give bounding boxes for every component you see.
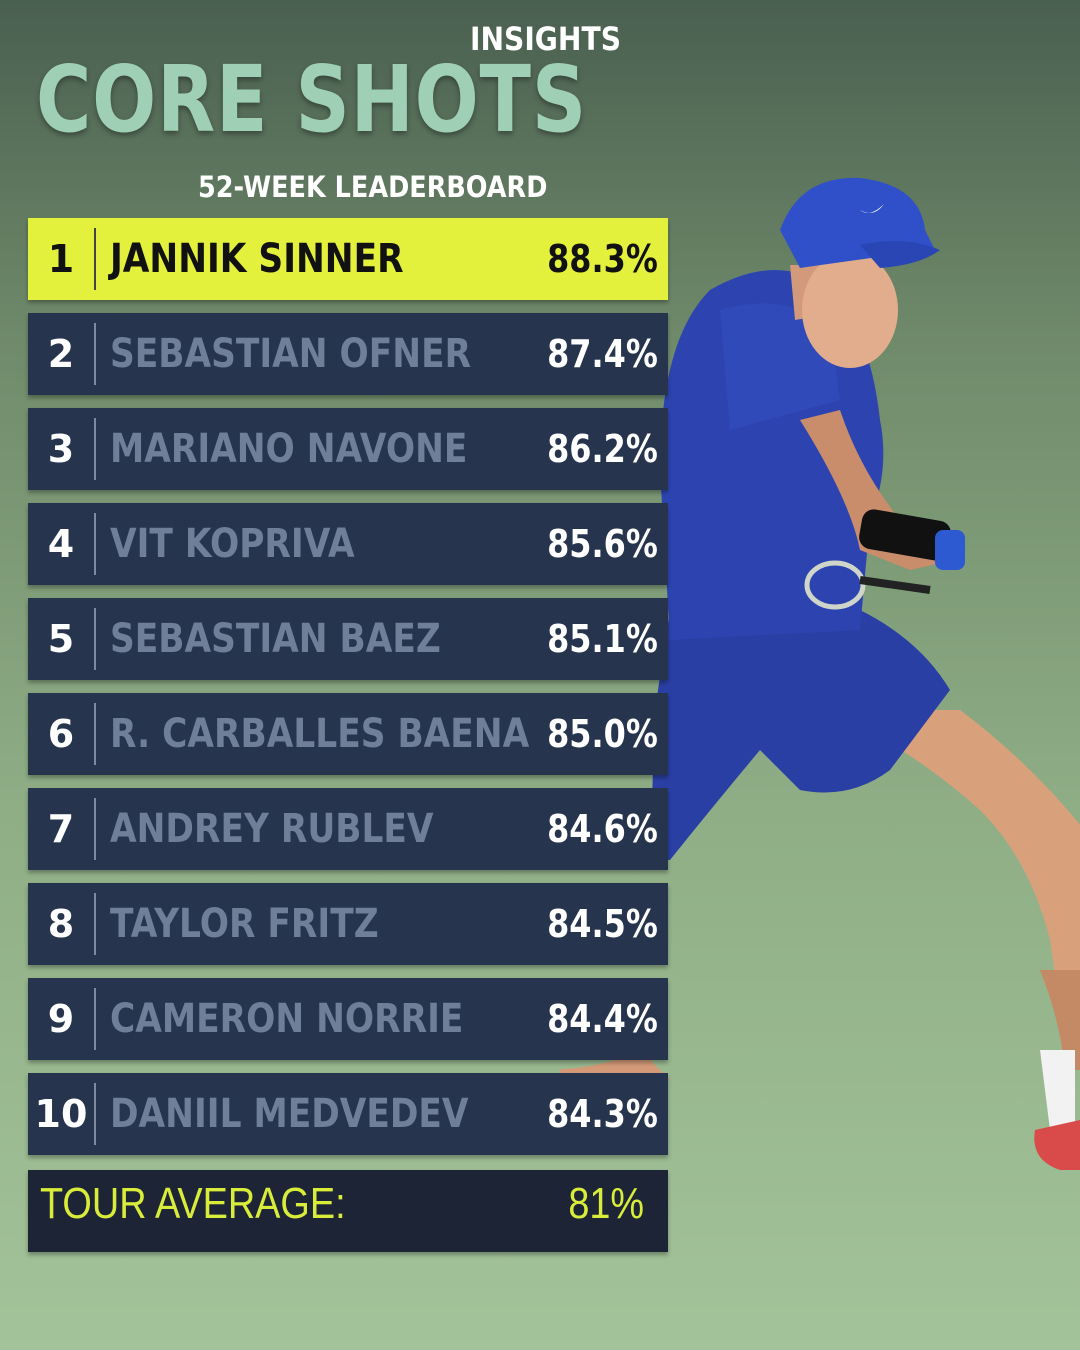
rank-number: 4 bbox=[47, 522, 75, 566]
page-title: CORE SHOTS bbox=[36, 46, 587, 153]
row-divider bbox=[94, 228, 96, 290]
leaderboard-subtitle: 52-WEEK LEADERBOARD bbox=[198, 170, 548, 204]
leaderboard-row: 7 ANDREY RUBLEV 84.6% bbox=[28, 788, 668, 870]
rank-number: 10 bbox=[34, 1092, 88, 1136]
player-name: SEBASTIAN OFNER bbox=[110, 331, 472, 377]
player-percentage: 86.2% bbox=[547, 427, 658, 471]
player-name: DANIIL MEDVEDEV bbox=[110, 1091, 469, 1137]
tour-average-bar: TOUR AVERAGE: 81% bbox=[28, 1170, 668, 1252]
rank-number: 8 bbox=[47, 902, 75, 946]
player-name: SEBASTIAN BAEZ bbox=[110, 616, 441, 662]
row-divider bbox=[94, 323, 96, 385]
player-name: VIT KOPRIVA bbox=[110, 521, 355, 567]
row-divider bbox=[94, 513, 96, 575]
player-percentage: 87.4% bbox=[547, 332, 658, 376]
player-name: CAMERON NORRIE bbox=[110, 996, 464, 1042]
rank-number: 3 bbox=[47, 427, 75, 471]
rank-number: 2 bbox=[47, 332, 75, 376]
rank-number: 7 bbox=[47, 807, 75, 851]
player-percentage: 84.5% bbox=[547, 902, 658, 946]
player-percentage: 84.3% bbox=[547, 1092, 658, 1136]
leaderboard-row: 2 SEBASTIAN OFNER 87.4% bbox=[28, 313, 668, 395]
tour-average-label: TOUR AVERAGE: bbox=[40, 1179, 346, 1228]
player-name: ANDREY RUBLEV bbox=[110, 806, 434, 852]
row-divider bbox=[94, 703, 96, 765]
tour-average-value: 81% bbox=[568, 1179, 644, 1228]
player-name: TAYLOR FRITZ bbox=[110, 901, 379, 947]
player-name: JANNIK SINNER bbox=[110, 236, 404, 282]
row-divider bbox=[94, 418, 96, 480]
player-percentage: 88.3% bbox=[547, 237, 658, 281]
row-divider bbox=[94, 608, 96, 670]
rank-number: 1 bbox=[47, 237, 75, 281]
leaderboard-row: 5 SEBASTIAN BAEZ 85.1% bbox=[28, 598, 668, 680]
leaderboard-row: 3 MARIANO NAVONE 86.2% bbox=[28, 408, 668, 490]
row-divider bbox=[94, 893, 96, 955]
row-divider bbox=[94, 798, 96, 860]
rank-number: 9 bbox=[47, 997, 75, 1041]
player-percentage: 85.1% bbox=[547, 617, 658, 661]
rank-number: 6 bbox=[47, 712, 75, 756]
leaderboard-row: 10 DANIIL MEDVEDEV 84.3% bbox=[28, 1073, 668, 1155]
rank-number: 5 bbox=[47, 617, 75, 661]
leaderboard-row: 6 R. CARBALLES BAENA 85.0% bbox=[28, 693, 668, 775]
row-divider bbox=[94, 1083, 96, 1145]
row-divider bbox=[94, 988, 96, 1050]
leaderboard-row: 1 JANNIK SINNER 88.3% bbox=[28, 218, 668, 300]
player-name: R. CARBALLES BAENA bbox=[110, 711, 530, 757]
player-percentage: 84.6% bbox=[547, 807, 658, 851]
leaderboard: 1 JANNIK SINNER 88.3% 2 SEBASTIAN OFNER … bbox=[28, 218, 668, 1168]
player-percentage: 85.0% bbox=[547, 712, 658, 756]
tennis-player-photo bbox=[560, 177, 1080, 1170]
swoosh-logo bbox=[860, 204, 884, 213]
insights-kicker: INSIGHTS bbox=[470, 20, 621, 58]
player-percentage: 85.6% bbox=[547, 522, 658, 566]
player-percentage: 84.4% bbox=[547, 997, 658, 1041]
player-name: MARIANO NAVONE bbox=[110, 426, 468, 472]
leaderboard-row: 9 CAMERON NORRIE 84.4% bbox=[28, 978, 668, 1060]
leaderboard-row: 4 VIT KOPRIVA 85.6% bbox=[28, 503, 668, 585]
leaderboard-row: 8 TAYLOR FRITZ 84.5% bbox=[28, 883, 668, 965]
